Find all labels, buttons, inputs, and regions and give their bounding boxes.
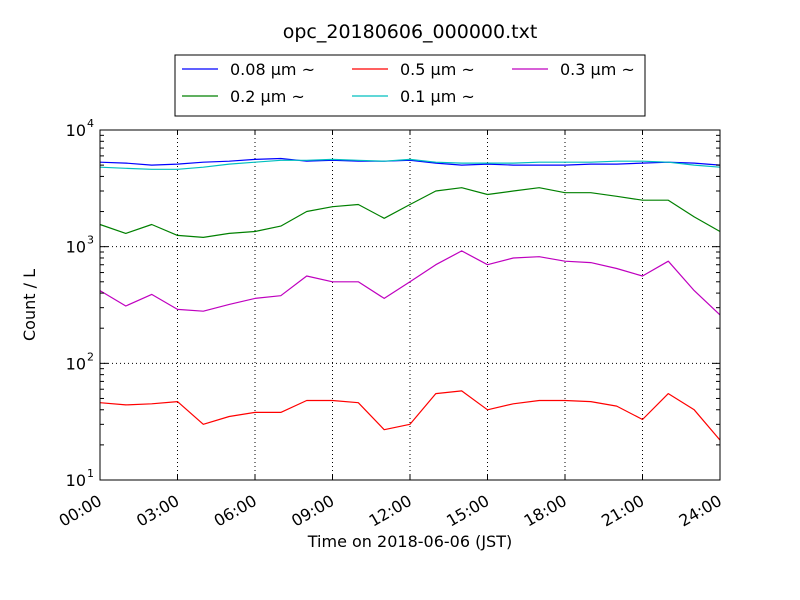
svg-text:3: 3 — [87, 234, 94, 247]
series-line-1 — [99, 187, 721, 238]
svg-text:4: 4 — [87, 117, 94, 130]
legend-label: 0.08 μm ~ — [230, 60, 315, 79]
y-tick-label: 10 2 — [66, 350, 94, 373]
grid-lines — [100, 130, 720, 480]
y-tick-label: 10 4 — [66, 117, 94, 140]
legend-label: 0.1 μm ~ — [400, 87, 475, 106]
x-axis-label: Time on 2018-06-06 (JST) — [307, 532, 512, 551]
legend-label: 0.2 μm ~ — [230, 87, 305, 106]
svg-text:2: 2 — [87, 350, 94, 363]
series-line-0 — [99, 157, 721, 166]
series-line-3 — [99, 158, 721, 170]
svg-text:10: 10 — [66, 121, 86, 140]
svg-text:10: 10 — [66, 238, 86, 257]
series-line-4 — [99, 250, 721, 316]
chart-title: opc_20180606_000000.txt — [283, 21, 538, 43]
y-axis-label: Count / L — [20, 269, 39, 341]
y-tick-label: 10 1 — [66, 467, 94, 490]
svg-text:10: 10 — [66, 471, 86, 490]
svg-text:1: 1 — [87, 467, 94, 480]
legend-box — [174, 54, 646, 117]
plot-area — [99, 157, 721, 441]
legend: 0.08 μm ~ 0.2 μm ~ 0.5 μm ~ 0.1 μm ~ 0.3 μm … — [174, 54, 646, 117]
legend-label: 0.5 μm ~ — [400, 60, 475, 79]
y-tick-label: 10 3 — [66, 234, 94, 257]
legend-label: 0.3 μm ~ — [560, 60, 635, 79]
series-line-2 — [99, 390, 721, 441]
svg-text:10: 10 — [66, 354, 86, 373]
